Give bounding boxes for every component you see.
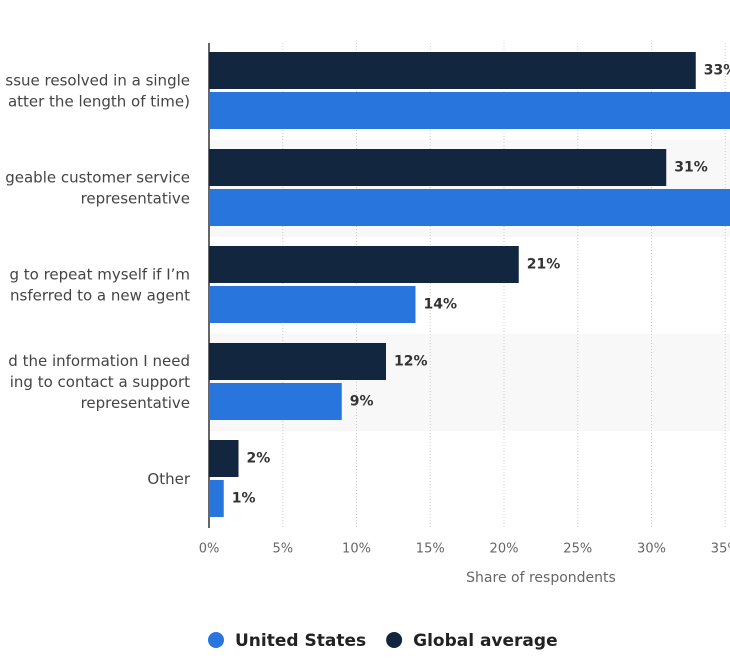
bar (209, 480, 224, 517)
bar (209, 383, 342, 420)
data-label: 14% (424, 297, 458, 313)
bar (209, 92, 730, 129)
x-axis-label: Share of respondents (466, 570, 616, 586)
category-label: nsferred to a new agent (10, 287, 190, 305)
legend-marker (386, 632, 403, 648)
data-label: 33% (704, 63, 730, 79)
x-tick-label: 10% (342, 542, 371, 557)
bar (209, 343, 386, 380)
x-tick-label: 20% (490, 542, 519, 557)
bar (209, 440, 239, 477)
legend-label: United States (235, 631, 366, 651)
x-tick-label: 35% (711, 542, 730, 557)
legend-marker (208, 632, 224, 648)
data-label: 21% (527, 257, 561, 273)
data-label: 9% (350, 394, 374, 410)
data-label: 2% (247, 451, 271, 467)
bar (209, 149, 667, 186)
bar (209, 246, 519, 283)
x-tick-label: 15% (416, 542, 445, 557)
bar (209, 286, 416, 323)
category-label: geable customer service (5, 169, 190, 187)
legend-label: Global average (413, 631, 557, 651)
category-label: d the information I need (8, 352, 190, 370)
category-label: ing to contact a support (10, 373, 190, 391)
category-label: representative (81, 190, 190, 208)
category-label: Other (147, 470, 190, 488)
x-tick-label: 0% (199, 542, 220, 557)
x-tick-label: 30% (637, 542, 666, 557)
category-label: representative (81, 394, 190, 412)
category-label: ssue resolved in a single (5, 72, 190, 90)
x-tick-label: 5% (272, 542, 293, 557)
data-label: 31% (674, 160, 708, 176)
bar (209, 189, 730, 226)
bar (209, 52, 696, 89)
x-tick-label: 25% (563, 542, 592, 557)
data-label: 1% (232, 491, 256, 507)
data-label: 12% (394, 354, 428, 370)
category-label: g to repeat myself if I’m (9, 266, 190, 284)
category-label: atter the length of time) (8, 93, 190, 111)
